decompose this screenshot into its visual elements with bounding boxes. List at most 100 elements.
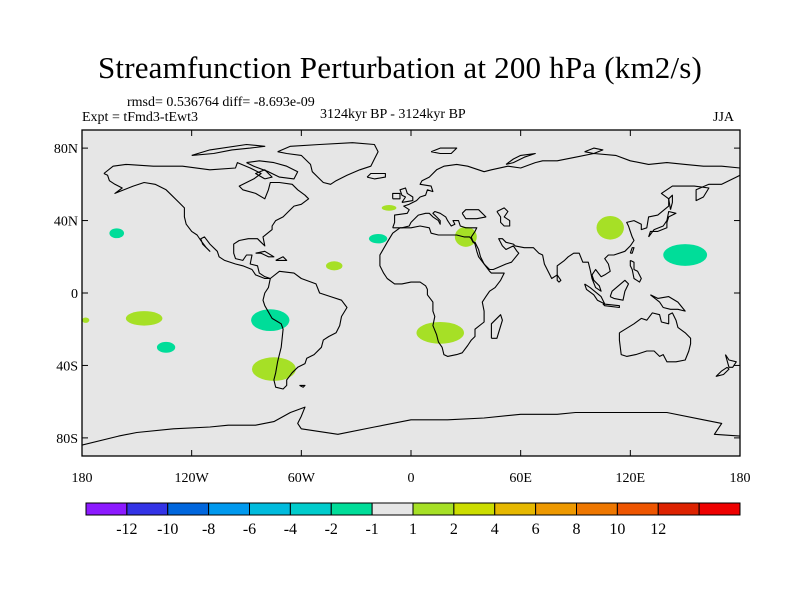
lon-label: 120E — [616, 471, 646, 486]
colorbar-box — [208, 502, 250, 516]
colorbar-box — [289, 502, 332, 516]
colorbar-label: -8 — [202, 521, 215, 538]
colorbar-label: 10 — [609, 521, 625, 538]
coastline-hudson-bay-islands — [255, 169, 273, 180]
coastline-antarctica — [82, 406, 740, 446]
blob-south-africa — [416, 321, 465, 344]
coastline-ireland — [392, 192, 401, 200]
colorbar-box — [371, 502, 414, 516]
lat-label: 40N — [54, 215, 78, 230]
coastline-hispaniola — [275, 256, 288, 261]
colorbar-box — [576, 502, 618, 516]
lon-label: 60E — [509, 471, 532, 486]
coastline-caspian — [496, 207, 511, 227]
blob-gulf-mexico — [326, 261, 343, 271]
coastline-new-guinea — [650, 294, 686, 312]
blob-south-pacific-east — [251, 309, 290, 332]
colorbar-box — [167, 502, 210, 516]
coastline-baffin — [246, 160, 299, 180]
coastline-north-america — [103, 162, 310, 280]
colorbar-label: -6 — [243, 521, 256, 538]
coastline-greenland — [277, 142, 379, 185]
colorbar-label: -10 — [157, 521, 178, 538]
plot-title: Streamfunction Perturbation at 200 hPa (… — [97, 50, 703, 85]
colorbar-label: 6 — [532, 521, 540, 538]
colorbar-box — [330, 502, 373, 516]
lat-label: 80S — [56, 432, 78, 447]
coastline-japan — [648, 210, 677, 238]
blob-drake-passage — [251, 357, 296, 381]
coastline-cuba — [255, 250, 275, 258]
colorbar-label: 2 — [450, 521, 458, 538]
longitude-labels: 180 120W 60W 0 60E 120E 180 — [72, 471, 751, 486]
coastline-madagascar — [490, 314, 503, 339]
colorbar-label: 1 — [409, 521, 417, 538]
coastline-australia — [618, 312, 692, 363]
colorbar-box — [698, 502, 741, 516]
coastline-falklands — [299, 384, 306, 388]
coastline-south-america — [262, 270, 348, 390]
lon-label: 60W — [288, 471, 316, 486]
colorbar-box — [126, 502, 169, 516]
coastline-iceland — [366, 172, 386, 180]
season-label: JJA — [713, 110, 735, 125]
colorbar-box — [85, 502, 128, 516]
coastline-africa — [379, 225, 505, 357]
experiment-label: Expt = tFmd3-tEwt3 — [82, 110, 199, 125]
period-label: 3124kyr BP - 3124kyr BP — [320, 107, 466, 122]
blob-northwest-pacific — [663, 244, 708, 266]
coastlines — [82, 142, 740, 446]
coastline-new-zealand — [724, 354, 737, 368]
coastline-java — [602, 303, 620, 309]
blob-azores — [368, 233, 388, 244]
coastline-great-britain — [399, 187, 414, 203]
colorbar-box — [535, 502, 577, 516]
colorbar-label: -4 — [284, 521, 297, 538]
blob-north-pacific — [109, 228, 125, 239]
lon-label: 180 — [72, 471, 93, 486]
colorbar-box — [494, 502, 537, 516]
coastline-black-sea — [461, 209, 487, 220]
map-background — [82, 130, 740, 456]
coastline-sumatra — [584, 283, 606, 305]
stats-line: rmsd= 0.536764 diff= -8.693e-09 — [127, 95, 315, 110]
lat-label: 80N — [54, 142, 78, 157]
lon-label: 120W — [175, 471, 210, 486]
lon-label: 0 — [408, 471, 415, 486]
coastline-taiwan — [629, 247, 635, 254]
colorbar — [85, 502, 741, 516]
colorbar-labels: -12 -10 -8 -6 -4 -2 -1 1 2 4 6 8 10 12 — [116, 521, 666, 538]
lon-label: 180 — [730, 471, 751, 486]
colorbar-label: -12 — [116, 521, 137, 538]
blob-south-pacific-mid — [156, 341, 176, 353]
coastline-sakhalin — [668, 194, 673, 210]
coastline-arctic-islands — [191, 143, 266, 156]
colorbar-box — [249, 502, 291, 516]
colorbar-label: -2 — [325, 521, 338, 538]
colorbar-box — [412, 502, 455, 516]
blob-south-pacific-west — [125, 311, 163, 326]
blob-europe — [381, 204, 397, 211]
colorbar-label: 12 — [650, 521, 666, 538]
coastline-severnaya — [584, 147, 604, 155]
latitude-labels: 80N 40N 0 40S 80S — [54, 142, 78, 447]
colorbar-box — [453, 502, 496, 516]
axis-ticks — [81, 130, 741, 456]
lat-label: 40S — [56, 359, 78, 374]
lat-label: 0 — [71, 287, 78, 302]
colorbar-label: 4 — [491, 521, 499, 538]
colorbar-label: 8 — [573, 521, 581, 538]
coastline-arabia-sinai — [470, 238, 474, 243]
coastline-sri-lanka — [556, 274, 562, 283]
coastline-borneo — [609, 279, 630, 301]
colorbar-box — [616, 502, 659, 516]
blob-north-china — [596, 216, 624, 240]
coastline-novaya-zemlya — [505, 152, 536, 165]
coastline-svalbard — [430, 147, 458, 155]
blob-dateline-south — [82, 317, 90, 323]
coastline-philippines — [629, 259, 642, 283]
coastline-new-zealand-south — [715, 366, 730, 377]
coastline-eurasia — [392, 152, 740, 292]
perturbation-regions — [82, 204, 708, 381]
